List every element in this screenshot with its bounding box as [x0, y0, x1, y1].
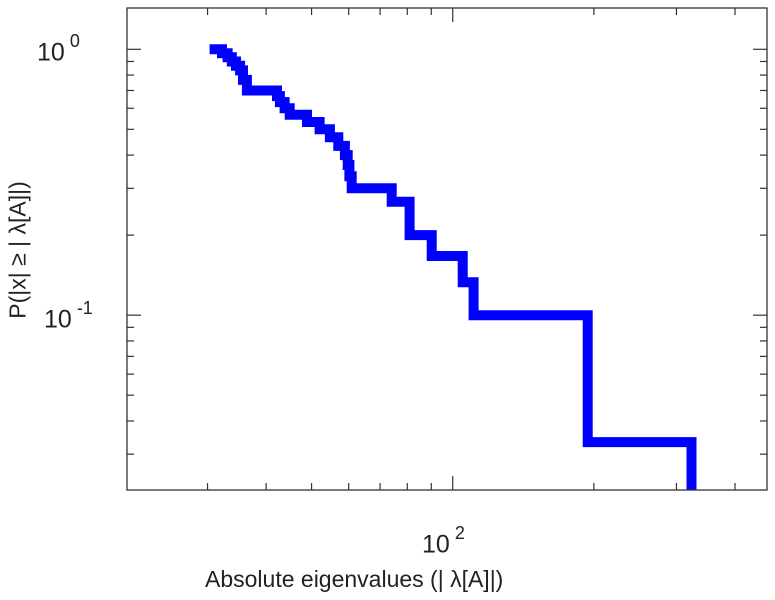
x-axis-label: Absolute eigenvalues (| λ[A]|) [205, 566, 504, 592]
y-axis-label: P(|x| ≥ | λ[A]|) [4, 181, 31, 319]
xtick-label-100: 10 2 [422, 523, 465, 559]
series-ccdf-line [209, 44, 697, 490]
ytick-label-0.1: 10 -1 [44, 298, 93, 334]
axes-box [126, 7, 768, 491]
ytick-label-1: 10 0 [37, 31, 80, 67]
axis-ticks [127, 8, 767, 490]
